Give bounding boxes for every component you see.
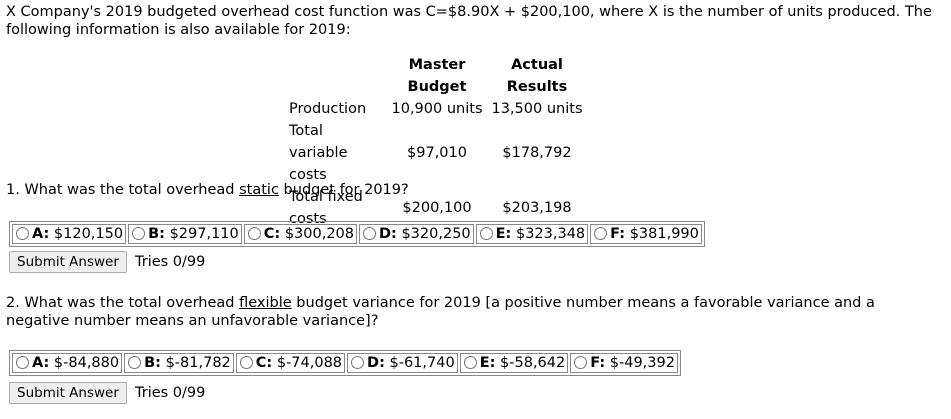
option-label[interactable]: D: $320,250	[360, 226, 471, 242]
question-suffix: budget variance for 2019 [a positive num…	[6, 295, 875, 329]
data-table: Master Budget Actual Results Production 1…	[287, 54, 587, 230]
answer-option[interactable]: C: $300,208	[243, 224, 357, 244]
option-value: $-84,880	[53, 355, 120, 371]
radio-button[interactable]	[239, 356, 253, 369]
option-label[interactable]: E: $323,348	[477, 226, 586, 242]
option-value: $323,348	[515, 226, 586, 242]
tries-counter: Tries 0/99	[135, 254, 206, 270]
radio-button[interactable]	[363, 227, 376, 240]
question-text: 1. What was the total overhead static bu…	[6, 181, 906, 199]
option-letter: D:	[367, 355, 385, 371]
blank-header	[287, 54, 387, 98]
options-row: A: $-84,880 B: $-81,782 C: $-74,088 D: $-61…	[12, 353, 678, 373]
column-header: Actual Results	[506, 57, 568, 95]
option-label[interactable]: E: $-58,642	[461, 355, 566, 371]
row-label: Total variable costs	[289, 123, 348, 183]
table-value: $200,100	[402, 200, 472, 216]
column-header: Master Budget	[407, 57, 467, 95]
option-value: $120,150	[53, 226, 124, 242]
radio-button[interactable]	[351, 356, 365, 369]
row-label: Production	[289, 101, 367, 117]
option-letter: D:	[379, 226, 397, 242]
option-letter: C:	[263, 226, 281, 242]
answer-option[interactable]: D: $-61,740	[347, 353, 458, 373]
option-value: $320,250	[401, 226, 471, 242]
option-letter: A:	[32, 226, 50, 242]
answer-option[interactable]: E: $323,348	[475, 224, 589, 244]
radio-button[interactable]	[594, 227, 608, 240]
options-row: A: $120,150 B: $297,110 C: $300,208 D: $320…	[12, 224, 702, 244]
intro-text: X Company's 2019 budgeted overhead cost …	[6, 4, 932, 38]
option-value: $-58,642	[500, 355, 566, 371]
radio-button[interactable]	[16, 227, 29, 240]
question-prefix: 1. What was the total overhead	[6, 182, 240, 198]
option-letter: A:	[32, 355, 50, 371]
answer-option[interactable]: C: $-74,088	[235, 353, 346, 373]
option-value: $300,208	[284, 226, 354, 242]
answer-options: A: $-84,880 B: $-81,782 C: $-74,088 D: $-61…	[9, 350, 681, 376]
option-label[interactable]: C: $-74,088	[237, 355, 342, 371]
table-row: Total fixed costs $200,100 $203,198	[287, 186, 587, 230]
answer-option[interactable]: B: $297,110	[128, 224, 242, 244]
option-letter: E:	[479, 355, 496, 371]
answer-option[interactable]: E: $-58,642	[459, 353, 569, 373]
radio-button[interactable]	[128, 356, 142, 369]
submit-button[interactable]: Submit Answer	[9, 382, 127, 404]
underlined-term: static	[239, 182, 279, 198]
option-label[interactable]: A: $120,150	[13, 226, 123, 242]
answer-option[interactable]: F: $-49,392	[570, 353, 678, 373]
option-letter: B:	[144, 355, 161, 371]
table-row: Total variable costs $97,010 $178,792	[287, 120, 587, 186]
radio-button[interactable]	[247, 227, 261, 240]
header-row: Master Budget Actual Results	[287, 54, 587, 98]
question-suffix: budget for 2019?	[278, 182, 409, 198]
answer-option[interactable]: A: $-84,880	[12, 353, 123, 373]
tries-counter: Tries 0/99	[135, 385, 206, 401]
table-row: Production 10,900 units 13,500 units	[287, 98, 587, 120]
option-value: $381,990	[629, 226, 699, 242]
option-label[interactable]: B: $297,110	[129, 226, 239, 242]
option-letter: F:	[610, 226, 626, 242]
underlined-term: flexible	[239, 295, 292, 311]
option-value: $-61,740	[389, 355, 455, 371]
radio-button[interactable]	[479, 227, 493, 240]
option-letter: B:	[148, 226, 165, 242]
table-value: 10,900 units	[391, 101, 483, 117]
row-label: Total fixed costs	[289, 189, 363, 227]
table-value: 13,500 units	[491, 101, 583, 117]
option-label[interactable]: B: $-81,782	[125, 355, 231, 371]
radio-button[interactable]	[574, 356, 588, 369]
option-value: $-81,782	[165, 355, 231, 371]
option-value: $-49,392	[609, 355, 675, 371]
question-text: 2. What was the total overhead flexible …	[6, 294, 906, 330]
option-letter: E:	[495, 226, 512, 242]
radio-button[interactable]	[16, 356, 29, 369]
answer-options: A: $120,150 B: $297,110 C: $300,208 D: $320…	[9, 221, 705, 247]
option-label[interactable]: A: $-84,880	[13, 355, 119, 371]
option-letter: C:	[255, 355, 273, 371]
option-label[interactable]: F: $-49,392	[571, 355, 675, 371]
answer-option[interactable]: D: $320,250	[359, 224, 474, 244]
option-label[interactable]: F: $381,990	[591, 226, 699, 242]
option-value: $297,110	[169, 226, 239, 242]
table-value: $97,010	[407, 145, 467, 161]
option-value: $-74,088	[276, 355, 343, 371]
radio-button[interactable]	[132, 227, 146, 240]
submit-button[interactable]: Submit Answer	[9, 251, 127, 273]
option-label[interactable]: D: $-61,740	[348, 355, 455, 371]
answer-option[interactable]: B: $-81,782	[124, 353, 234, 373]
table-value: $178,792	[502, 145, 572, 161]
question-prefix: 2. What was the total overhead	[6, 295, 240, 311]
radio-button[interactable]	[463, 356, 477, 369]
option-label[interactable]: C: $300,208	[245, 226, 354, 242]
answer-option[interactable]: A: $120,150	[12, 224, 127, 244]
answer-option[interactable]: F: $381,990	[590, 224, 702, 244]
table-value: $203,198	[502, 200, 572, 216]
option-letter: F:	[590, 355, 606, 371]
